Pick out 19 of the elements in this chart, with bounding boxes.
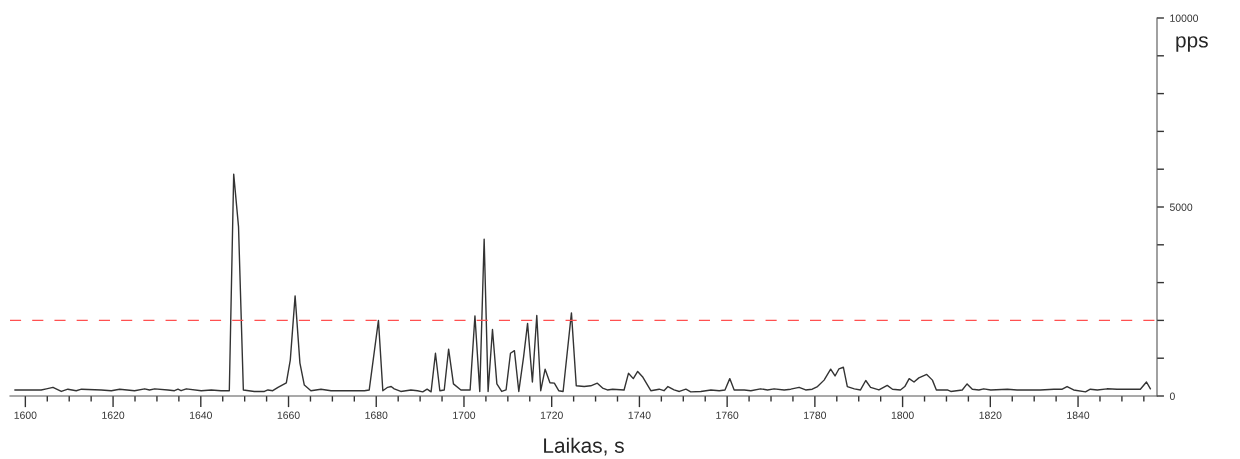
- x-axis-title: Laikas, s: [544, 437, 624, 456]
- x-tick-label: 1720: [540, 411, 563, 419]
- y-tick-label: 5000: [1169, 203, 1193, 211]
- x-tick-label: 1620: [102, 411, 125, 419]
- x-tick-label: 1840: [1067, 411, 1090, 419]
- x-tick-label: 1680: [365, 411, 388, 419]
- y-tick-label: 0: [1169, 392, 1175, 400]
- x-tick-label: 1780: [804, 411, 827, 419]
- x-tick-label: 1600: [14, 411, 37, 419]
- x-tick-label: 1660: [277, 411, 300, 419]
- x-tick-label: 1760: [716, 411, 739, 419]
- x-tick-label: 1820: [979, 411, 1002, 419]
- y-axis-title: pps: [1176, 36, 1208, 52]
- x-tick-label: 1800: [891, 411, 914, 419]
- line-series: [14, 173, 1152, 393]
- x-tick-label: 1740: [628, 411, 651, 419]
- x-tick-label: 1700: [453, 411, 476, 419]
- x-tick-label: 1640: [190, 411, 212, 419]
- y-tick-label: 10000: [1170, 14, 1199, 22]
